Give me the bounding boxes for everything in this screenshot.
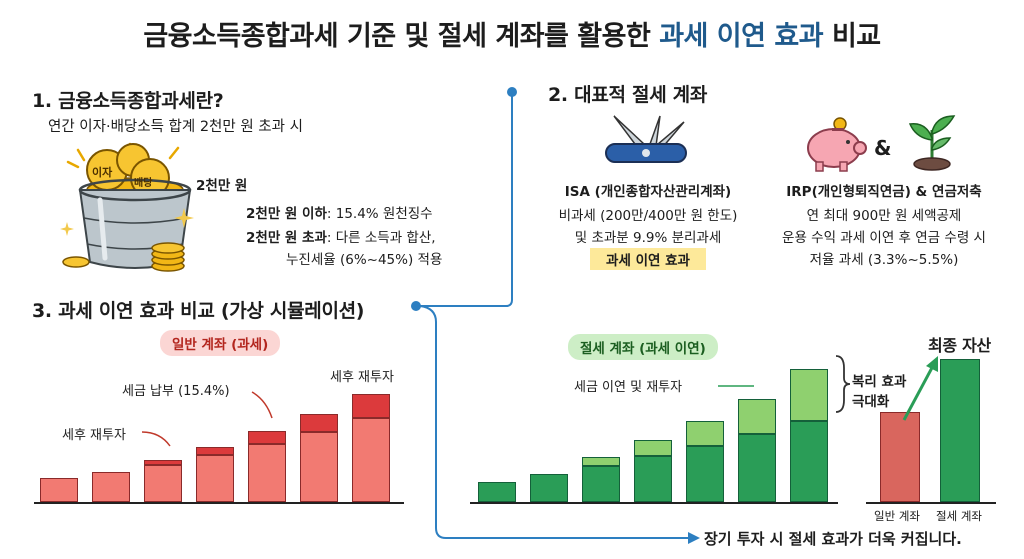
irp-name: IRP(개인형퇴직연금) & 연금저축 [786, 184, 982, 200]
piggy-bank-icon [807, 117, 867, 172]
section2-heading: 2. 대표적 절세 계좌 [548, 84, 708, 106]
compound-bracket [835, 355, 851, 413]
general-annotation-reinvest-2: 세후 재투자 [330, 370, 394, 385]
rule1: 2천만 원 이하: 15.4% 원천징수 [246, 202, 433, 222]
general-bar-top-5 [248, 431, 286, 445]
ampersand: & [874, 136, 892, 160]
final-chart-axis [866, 502, 996, 504]
taxfree-annotation-leader [718, 385, 754, 387]
isa-line1: 비과세 (200만/400만 원 한도) [558, 208, 738, 224]
general-bar-base-3 [144, 464, 182, 502]
title-main: 금융소득종합과세 기준 및 절세 계좌를 활용한 [143, 21, 660, 52]
irp-line1: 연 최대 900만 원 세액공제 [806, 208, 962, 224]
taxfree-account-pill: 절세 계좌 (과세 이연) [568, 334, 718, 360]
taxfree-bar-base-3 [582, 465, 620, 502]
taxfree-bar-top-3 [582, 457, 620, 466]
general-bar-top-4 [196, 446, 234, 456]
taxfree-bar-base-1 [478, 482, 516, 502]
isa-line2: 및 초과분 9.9% 분리과세 [574, 230, 722, 246]
sparkle-icon [174, 208, 194, 228]
rule2-text2: 누진세율 (6%~45%) 적용 [286, 252, 443, 268]
taxfree-chart-axis [470, 502, 838, 504]
general-annotation-reinvest: 세후 재투자 [62, 428, 126, 443]
general-bar-top-3 [144, 460, 182, 465]
taxfree-bar-base-6 [738, 433, 776, 502]
general-bar-base-1 [40, 478, 78, 502]
final-bar-general [880, 411, 920, 502]
final-label-taxfree: 절세 계좌 [936, 509, 982, 523]
section1-subtitle: 연간 이자·배당소득 합계 2천만 원 초과 시 [48, 119, 303, 135]
rule1-bold: 2천만 원 이하 [246, 206, 327, 222]
general-bar-base-5 [248, 444, 286, 502]
coin-icon [151, 242, 185, 272]
taxfree-bar-top-5 [686, 420, 724, 446]
sparkle-icon [60, 222, 74, 236]
general-annotation-tax: 세금 납부 (15.4%) [122, 384, 230, 399]
plant-icon [908, 115, 956, 171]
taxfree-account-chart [478, 340, 838, 502]
final-assets-chart [870, 350, 990, 502]
taxfree-bar-base-7 [790, 420, 828, 502]
final-bar-taxfree [940, 358, 980, 502]
rule2-bold: 2천만 원 초과 [246, 230, 327, 246]
taxfree-bar-base-5 [686, 445, 724, 502]
taxfree-bar-top-4 [634, 439, 672, 457]
threshold-label: 2천만 원 [196, 178, 248, 194]
coin-label-interest: 이자 [92, 166, 113, 179]
section3-heading: 3. 과세 이연 효과 비교 (가상 시뮬레이션) [32, 300, 365, 322]
general-bar-base-2 [92, 472, 130, 502]
general-bar-top-7 [352, 394, 390, 418]
isa-highlight: 과세 이연 효과 [590, 248, 706, 270]
taxfree-bar-top-7 [790, 369, 828, 421]
irp-line3: 저율 과세 (3.3%~5.5%) [809, 252, 959, 268]
general-bar-base-4 [196, 455, 234, 502]
rule2-text: : 다른 소득과 합산, [326, 230, 436, 246]
general-bar-base-6 [300, 432, 338, 502]
taxfree-bar-base-2 [530, 473, 568, 502]
final-assets-title: 최종 자산 [928, 336, 991, 355]
taxfree-annotation: 세금 이연 및 재투자 [574, 380, 683, 395]
coin-icon [62, 256, 90, 268]
arrow-icon [902, 356, 938, 421]
compound-label: 복리 효과 극대화 [852, 374, 907, 410]
general-account-pill: 일반 계좌 (과세) [160, 330, 281, 356]
page-title: 금융소득종합과세 기준 및 절세 계좌를 활용한 과세 이연 효과 비교 [0, 14, 1024, 53]
footer-note: 장기 투자 시 절세 효과가 더욱 커집니다. [704, 530, 962, 548]
final-label-general: 일반 계좌 [874, 509, 920, 523]
general-account-chart [40, 350, 400, 502]
coin-label-dividend: 배당 [134, 178, 153, 189]
title-highlight: 과세 이연 효과 [659, 21, 824, 52]
taxfree-bar-base-4 [634, 456, 672, 502]
taxfree-bar-top-6 [738, 398, 776, 434]
general-bar-top-6 [300, 414, 338, 433]
irp-line2: 운용 수익 과세 이연 후 연금 수령 시 [782, 230, 986, 246]
swiss-knife-icon [605, 115, 687, 163]
rule2: 2천만 원 초과: 다른 소득과 합산, [246, 226, 436, 246]
section1-heading: 1. 금융소득종합과세란? [32, 90, 224, 112]
rule1-text: : 15.4% 원천징수 [326, 206, 433, 222]
annotation-leaders [141, 391, 273, 447]
title-tail: 비교 [823, 21, 881, 52]
isa-name: ISA (개인종합자산관리계좌) [564, 184, 732, 200]
general-bar-base-7 [352, 418, 390, 502]
general-chart-axis [34, 502, 404, 504]
